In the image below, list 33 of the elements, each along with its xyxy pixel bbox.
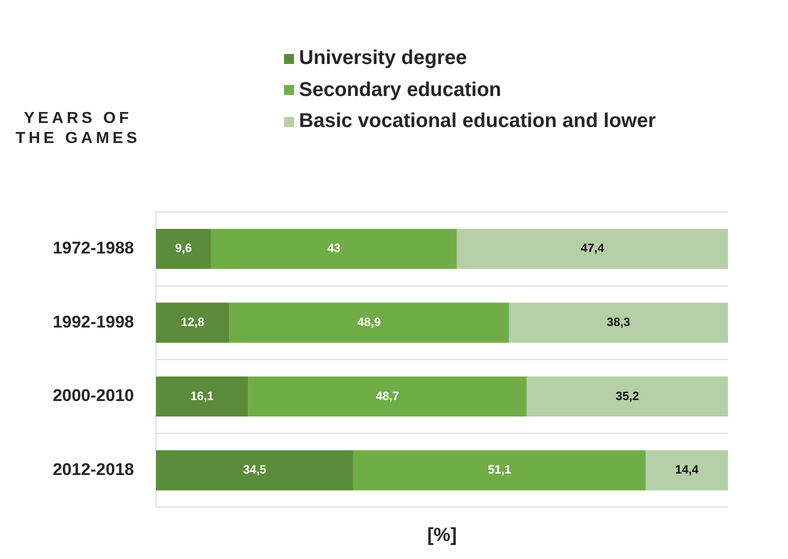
data-label: 35,2 (616, 388, 640, 403)
y-tick-label: 1972-1988 (52, 238, 134, 258)
legend-label: Secondary education (299, 78, 502, 102)
y-tick-label: 2000-2010 (52, 386, 134, 406)
bar (646, 450, 728, 490)
data-label: 43 (327, 241, 341, 256)
bar (353, 450, 646, 490)
data-label: 51,1 (488, 462, 512, 477)
bar (526, 376, 728, 417)
data-label: 12,8 (180, 315, 205, 330)
bar (156, 302, 230, 343)
data-label: 9,6 (175, 241, 192, 256)
bar (508, 302, 728, 343)
bar (156, 228, 211, 269)
y-tick-label: 1992-1998 (52, 312, 134, 332)
bar (456, 228, 728, 269)
y-tick-label: 2012-2018 (52, 460, 134, 479)
bar (229, 302, 509, 343)
data-label: 16,1 (190, 388, 214, 403)
bar (156, 450, 354, 490)
bar (156, 376, 248, 417)
text: YEARS OF THE GAMES (14, 109, 142, 149)
x-axis-title: [%] (427, 524, 457, 546)
data-label: 48,9 (357, 315, 382, 330)
legend-label: University degree (299, 47, 467, 70)
data-label: 38,3 (606, 315, 630, 330)
bar (248, 376, 527, 417)
data-label: 34,5 (242, 462, 267, 477)
legend-label: Basic vocational education and lower (299, 110, 656, 133)
bar (210, 228, 457, 269)
data-label: 14,4 (675, 462, 699, 477)
data-label: 48,7 (376, 388, 400, 403)
data-label: 47,4 (580, 241, 604, 256)
